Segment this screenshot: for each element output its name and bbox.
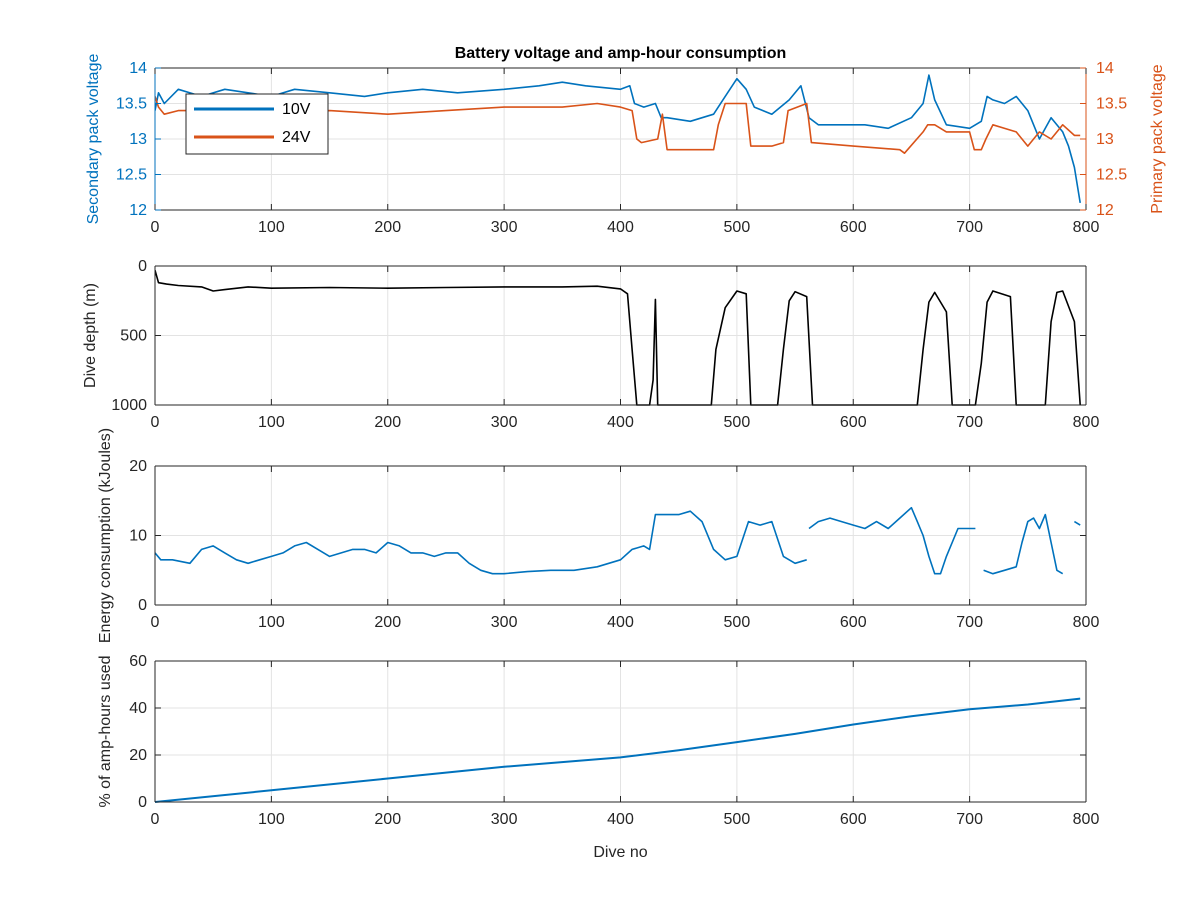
y-tick-label: 1000 bbox=[111, 397, 147, 414]
y-tick-label-right: 13 bbox=[1096, 131, 1114, 148]
x-tick-label: 800 bbox=[1073, 414, 1100, 431]
x-tick-label: 300 bbox=[491, 811, 518, 828]
x-tick-label: 0 bbox=[151, 414, 160, 431]
y-tick-label-right: 13.5 bbox=[1096, 96, 1127, 113]
x-tick-label: 100 bbox=[258, 811, 285, 828]
x-tick-label: 600 bbox=[840, 414, 867, 431]
chart-panel-2: 0 100 200 300 400 500 600 700 800 0 500 1000 Dive de… bbox=[82, 258, 1099, 431]
y-axis-label: Secondary pack voltage bbox=[85, 54, 102, 225]
grid bbox=[155, 661, 1086, 802]
x-tick-label: 300 bbox=[491, 219, 518, 236]
x-tick-label: 200 bbox=[374, 414, 401, 431]
y-axis-label: Dive depth (m) bbox=[82, 283, 99, 388]
x-tick-label: 800 bbox=[1073, 614, 1100, 631]
x-tick-label: 400 bbox=[607, 614, 634, 631]
x-tick-label: 100 bbox=[258, 219, 285, 236]
x-tick-label: 600 bbox=[840, 219, 867, 236]
x-tick-label: 200 bbox=[374, 219, 401, 236]
y-tick-label: 12 bbox=[129, 202, 147, 219]
x-tick-label: 800 bbox=[1073, 219, 1100, 236]
y-tick-label: 0 bbox=[138, 794, 147, 811]
y-axis-label-right: Primary pack voltage bbox=[1149, 64, 1166, 213]
x-tick-label: 600 bbox=[840, 614, 867, 631]
chart-title: Battery voltage and amp-hour consumption bbox=[455, 45, 787, 62]
legend-label-10V: 10V bbox=[282, 101, 311, 118]
x-tick-label: 800 bbox=[1073, 811, 1100, 828]
y-tick-label: 0 bbox=[138, 597, 147, 614]
series-line-panel3-seg1 bbox=[155, 510, 807, 575]
chart-panel-4: 0 100 200 300 400 500 600 700 800 0 20 40 60 % of amp… bbox=[97, 653, 1099, 861]
grid bbox=[155, 466, 1086, 605]
y-tick-label: 500 bbox=[120, 328, 147, 345]
y-tick-label-right: 14 bbox=[1096, 60, 1114, 77]
x-tick-label: 400 bbox=[607, 219, 634, 236]
x-axis-label: Dive no bbox=[593, 844, 647, 861]
series-line-panel4 bbox=[155, 697, 1081, 803]
x-tick-label: 500 bbox=[724, 219, 751, 236]
legend-label-24V: 24V bbox=[282, 129, 311, 146]
chart-panel-3: 0 100 200 300 400 500 600 700 800 0 10 20 Energy con… bbox=[97, 428, 1099, 643]
chart-panel-1: 0 100 200 300 400 500 600 700 8001212.51313.5141… bbox=[85, 45, 1166, 236]
x-tick-label: 600 bbox=[840, 811, 867, 828]
y-tick-label: 40 bbox=[129, 700, 147, 717]
legend-box bbox=[185, 93, 329, 155]
series-line-24V bbox=[155, 96, 1081, 154]
legend: 10V 24V bbox=[185, 93, 329, 155]
x-tick-label: 100 bbox=[258, 614, 285, 631]
x-tick-label: 200 bbox=[374, 614, 401, 631]
y-axis-label: Energy consumption (kJoules) bbox=[97, 428, 114, 643]
x-tick-label: 300 bbox=[491, 414, 518, 431]
y-axis-label: % of amp-hours used bbox=[97, 655, 114, 807]
series-line-panel2 bbox=[155, 269, 1081, 406]
y-tick-label: 60 bbox=[129, 653, 147, 670]
series-group bbox=[155, 697, 1081, 803]
x-tick-label: 500 bbox=[724, 414, 751, 431]
series-line-panel3-seg4 bbox=[1073, 520, 1081, 526]
x-tick-label: 700 bbox=[956, 414, 983, 431]
x-tick-label: 500 bbox=[724, 811, 751, 828]
y-tick-label-right: 12.5 bbox=[1096, 167, 1127, 184]
y-tick-label: 13.5 bbox=[116, 96, 147, 113]
series-line-panel3-seg2 bbox=[808, 506, 976, 575]
y-tick-label: 13 bbox=[129, 131, 147, 148]
series-group bbox=[155, 74, 1081, 204]
x-tick-label: 500 bbox=[724, 614, 751, 631]
y-tick-label: 10 bbox=[129, 528, 147, 545]
x-tick-label: 700 bbox=[956, 219, 983, 236]
series-group bbox=[155, 269, 1081, 406]
x-tick-label: 400 bbox=[607, 414, 634, 431]
y-tick-label: 20 bbox=[129, 458, 147, 475]
x-tick-label: 0 bbox=[151, 614, 160, 631]
series-group bbox=[155, 506, 1081, 575]
x-tick-label: 300 bbox=[491, 614, 518, 631]
x-tick-label: 400 bbox=[607, 811, 634, 828]
x-tick-label: 200 bbox=[374, 811, 401, 828]
x-tick-label: 100 bbox=[258, 414, 285, 431]
series-line-panel3-seg3 bbox=[983, 513, 1064, 575]
x-tick-label: 0 bbox=[151, 811, 160, 828]
y-tick-label: 0 bbox=[138, 258, 147, 275]
y-tick-label-right: 12 bbox=[1096, 202, 1114, 219]
y-tick-label: 20 bbox=[129, 747, 147, 764]
x-tick-label: 700 bbox=[956, 614, 983, 631]
y-tick-label: 12.5 bbox=[116, 167, 147, 184]
x-tick-label: 700 bbox=[956, 811, 983, 828]
series-line-10V bbox=[155, 74, 1081, 204]
x-tick-label: 0 bbox=[151, 219, 160, 236]
y-tick-label: 14 bbox=[129, 60, 147, 77]
